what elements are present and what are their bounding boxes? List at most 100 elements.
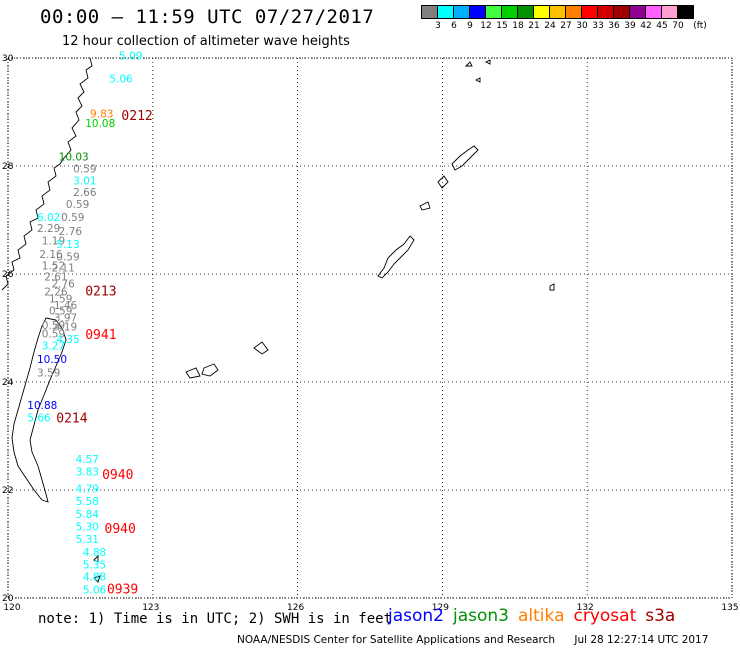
wave-height-label: 4.88 [83,547,106,559]
lon-tick-label: 120 [3,603,20,613]
wave-height-label: 5.09 [119,51,142,63]
lon-tick-label: 126 [287,603,304,613]
tokunoshima-island [437,175,449,189]
lat-tick-label: 20 [2,594,14,604]
wave-height-label: 3.97 [54,313,77,325]
okinawa-island [377,235,415,279]
wave-height-label: 3.27 [42,341,65,353]
legend-tick-label: 27 [560,21,572,31]
wave-height-label: 4.35 [56,334,79,346]
color-scale-legend: 3 6 9 12 15 18 21 24 27 30 33 36 39 42 45 70 (ft) [421,5,707,33]
legend-tick-label: 21 [528,21,540,31]
taiwan-coastline [11,317,67,503]
lon-tick-label: 132 [577,603,594,613]
wave-height-label: 9.83 [90,108,113,120]
wave-height-label: 1.46 [54,300,78,312]
pass-time-label: 0212 [121,109,152,124]
legend-tick-label: 33 [592,21,604,31]
pass-time-labels: 0212 0213 0941 0214 0940 0940 0939 [56,109,152,598]
footer: NOAA/NESDIS Center for Satellite Applica… [237,634,708,646]
lat-tick-label: 22 [2,486,13,496]
units-note: note: 1) Time is in UTC; 2) SWH is in fe… [38,611,393,627]
pass-time-label: 0940 [102,468,133,483]
legend-tick-label: 42 [640,21,652,31]
lon-tick-label: 129 [432,603,449,613]
wave-height-label: 5.58 [76,496,99,508]
wave-height-label: 2.66 [73,187,97,199]
wave-height-label: 2.76 [59,226,83,238]
satellite-name: cryosat [573,606,637,626]
map-frame [7,57,733,599]
wave-height-label: 0.59 [42,320,65,332]
china-coastline [1,57,93,291]
wave-height-label: 3.59 [37,368,60,380]
wave-height-label: 2.29 [37,223,60,235]
legend-tick-label: 24 [544,21,556,31]
map-subtitle: 12 hour collection of altimeter wave hei… [62,34,350,49]
lat-tick-label: 24 [2,378,14,388]
lon-tick-label: 135 [721,603,738,613]
wave-height-label: 5.84 [76,509,100,521]
tokara-islands [464,59,491,83]
wave-height-label: 5.13 [56,239,79,251]
wave-height-label: 0.59 [66,199,89,211]
wave-height-label: 6.02 [37,212,60,224]
legend-tick-label: 6 [451,21,457,31]
legend-ticks: 3 6 9 12 15 18 21 24 27 30 33 36 39 42 45 70 (ft) [422,19,707,33]
satellite-legend: jason2 jason3 altika cryosat s3a [388,606,684,626]
legend-tick-label: 15 [496,21,508,31]
legend-swatches [421,5,694,19]
wave-height-label: 2.11 [51,262,74,274]
wave-height-label: 3.01 [73,175,96,187]
wave-height-label: 4.57 [76,454,99,466]
legend-unit: (ft) [693,21,707,31]
miyako-island [253,341,269,355]
wave-height-label: 2.26 [44,287,68,299]
satellite-name: s3a [645,606,676,626]
wave-height-label: 5.35 [83,559,106,571]
footer-timestamp: Jul 28 12:27:14 UTC 2017 [574,634,709,646]
wave-height-label: 5.06 [109,73,133,85]
wave-height-label: 4.88 [83,572,106,584]
satellite-name: altika [518,606,565,626]
wave-height-label: 2.16 [39,249,63,261]
legend-tick-label: 39 [624,21,636,31]
daito-island [549,283,555,291]
wave-height-label: 0.59 [61,212,84,224]
wave-height-label: 10.50 [37,354,67,366]
wave-height-label: 10.08 [85,118,115,130]
pass-time-label: 0214 [56,412,87,427]
wave-height-labels: 5.095.069.8310.0810.030.593.012.660.596.… [27,51,142,597]
wave-height-label: 4.79 [76,484,99,496]
legend-tick-label: 45 [656,21,668,31]
pass-time-label: 0939 [107,583,138,598]
legend-tick-label: 18 [512,21,524,31]
wave-height-label: 10.88 [27,400,57,412]
wave-height-label: 4.19 [54,322,77,334]
wave-height-label: 0.59 [56,252,79,264]
map-title: 00:00 – 11:59 UTC 07/27/2017 [40,6,375,28]
lat-tick-label: 30 [2,54,14,64]
lat-tick-label: 28 [2,162,14,172]
pass-time-label: 0940 [105,522,136,537]
lon-tick-label: 123 [142,603,159,613]
wave-height-label: 5.30 [76,522,99,534]
legend-tick-label: 36 [608,21,620,31]
luzon-strait-islets [93,554,101,583]
wave-height-label: 5.06 [83,585,107,597]
pass-time-label: 0941 [85,328,116,343]
wave-height-label: 1.59 [49,294,72,306]
legend-tick-label: 12 [480,21,492,31]
wave-height-label: 2.61 [44,271,67,283]
wave-height-label: 2.76 [51,279,75,291]
satellite-name: jason3 [453,606,509,626]
wave-height-label: 1.52 [42,261,65,273]
wave-height-label: 0.59 [42,329,65,341]
legend-swatch [677,5,694,19]
satellite-name: jason2 [388,606,444,626]
wave-height-label: 1.19 [42,235,65,247]
legend-tick-label: 70 [672,21,684,31]
amami-island [451,145,479,171]
